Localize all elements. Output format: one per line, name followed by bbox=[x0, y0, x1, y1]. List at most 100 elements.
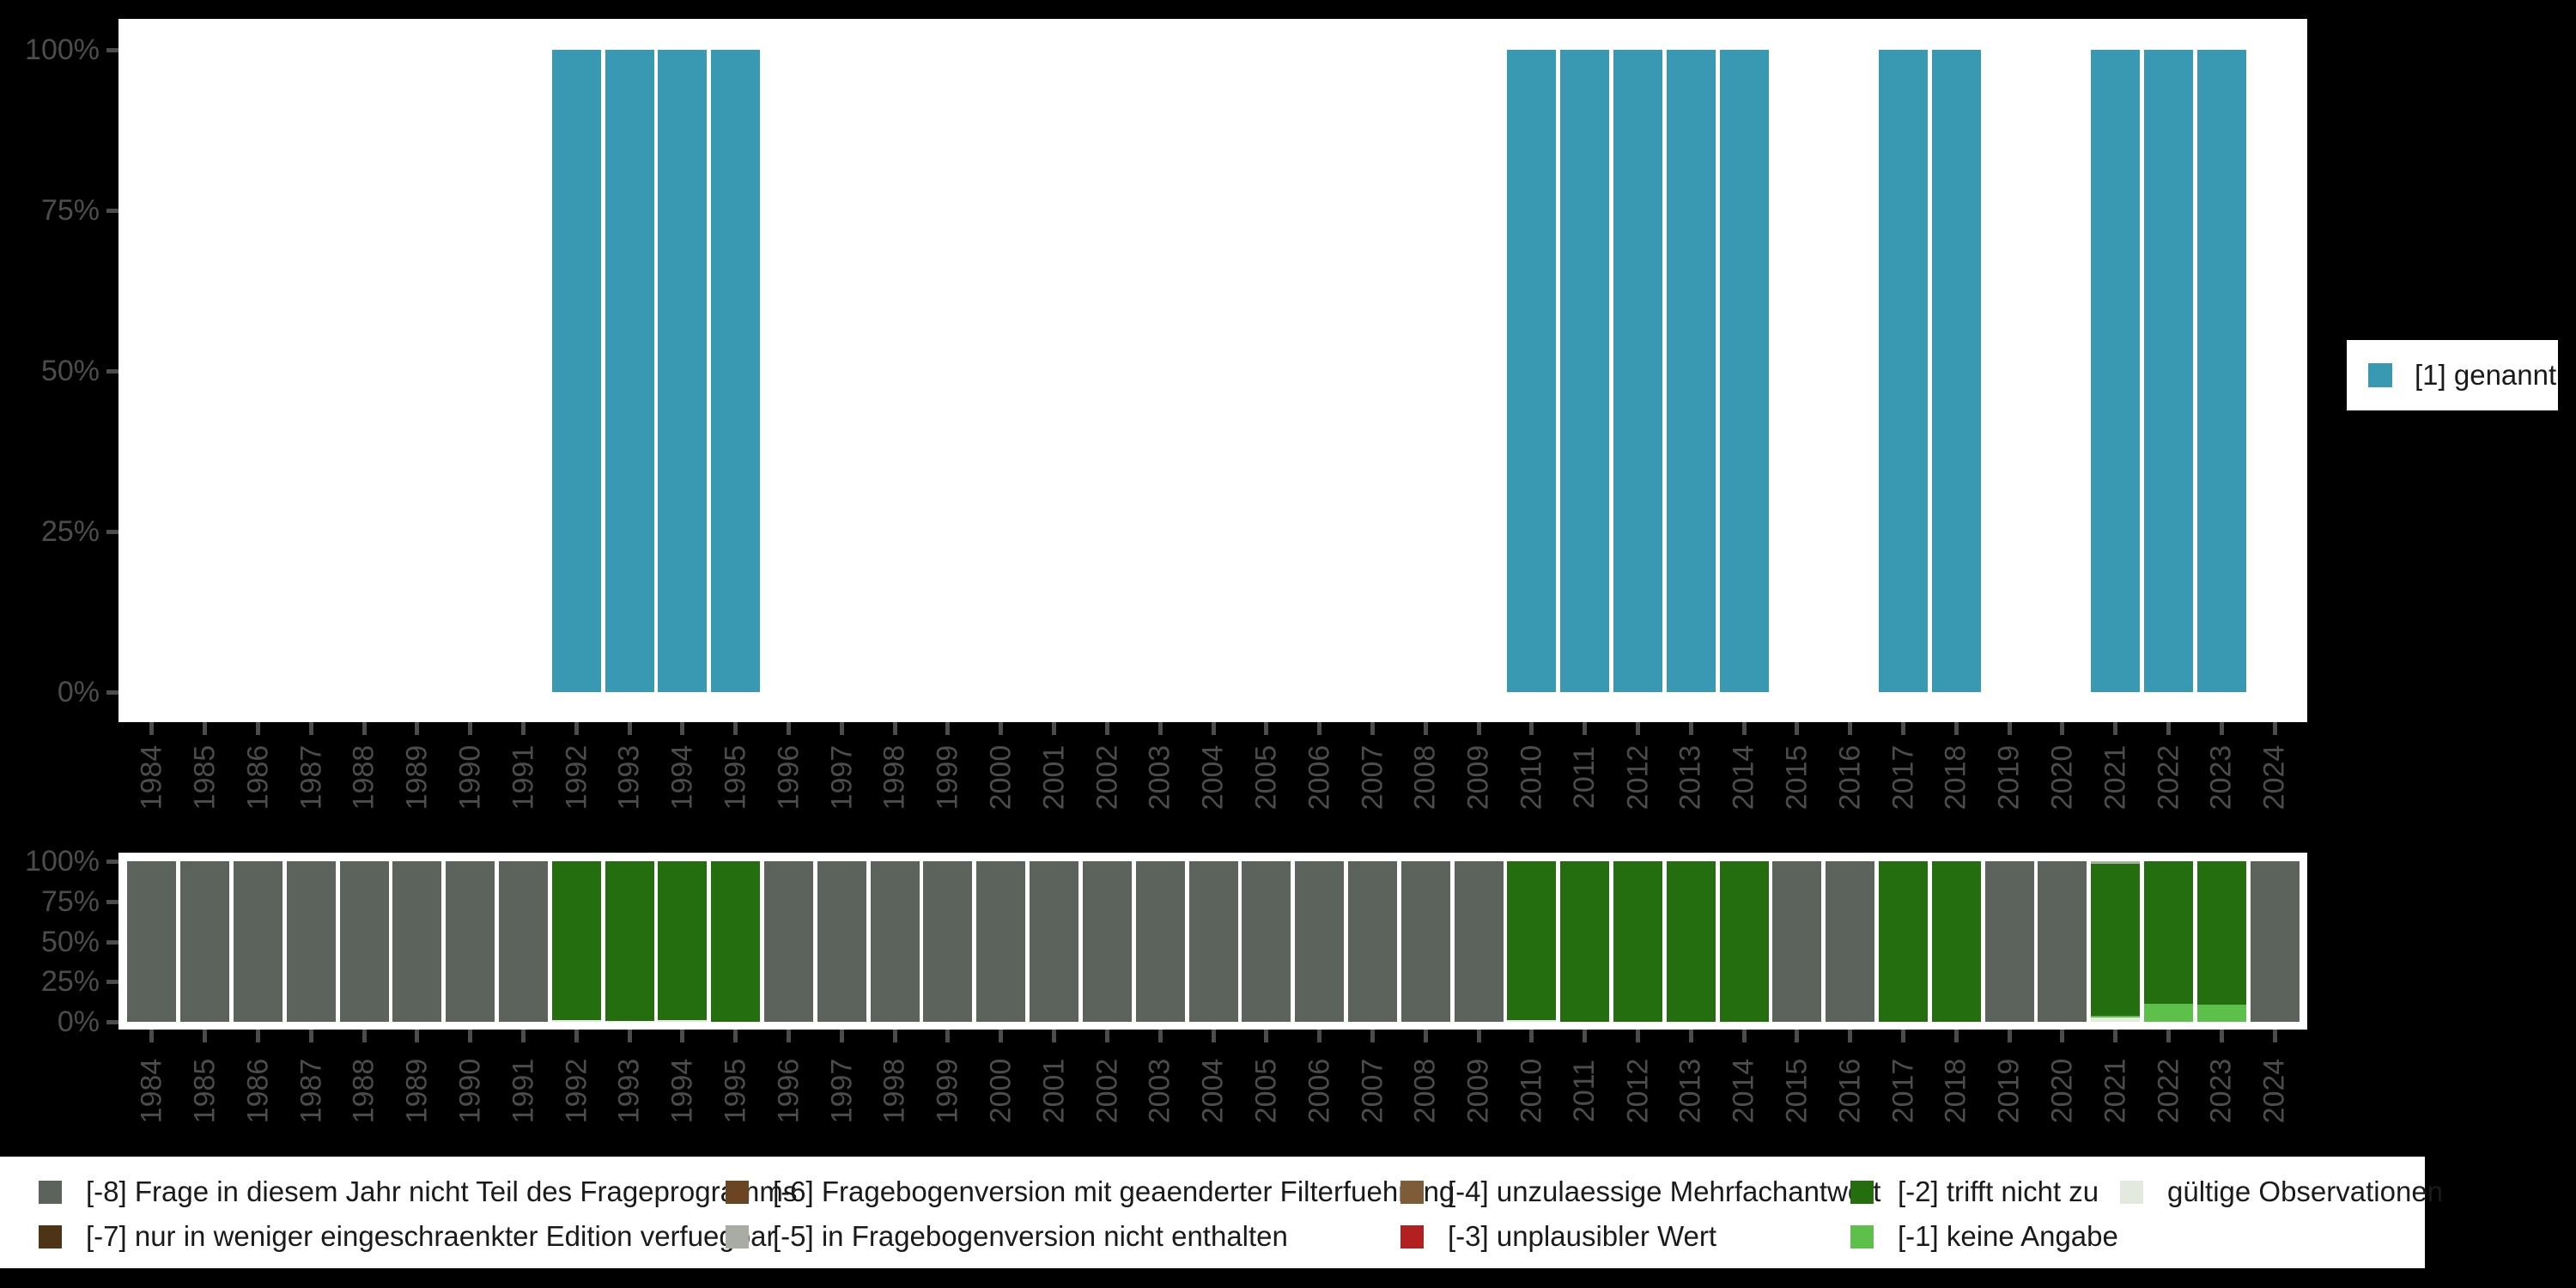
stacked-bar-2010 bbox=[1507, 861, 1557, 1022]
segment-2023--2 bbox=[2196, 861, 2246, 1005]
year-label-text: 1986 bbox=[241, 1058, 275, 1123]
year-label-text: 2012 bbox=[1620, 1058, 1654, 1123]
legend-label: gültige Observationen bbox=[2167, 1176, 2444, 1207]
x-axis-year-label: 2018 bbox=[1929, 1026, 1983, 1155]
x-axis-tick bbox=[1741, 1030, 1747, 1042]
x-axis-year-label: 1991 bbox=[497, 713, 550, 841]
year-label-text: 2011 bbox=[1568, 745, 1601, 809]
y-axis-label: 0% bbox=[57, 1005, 100, 1038]
x-axis-tick bbox=[1688, 1030, 1693, 1042]
year-label-text: 1999 bbox=[931, 1058, 964, 1123]
stacked-bar-1996 bbox=[764, 861, 814, 1022]
legend-swatch bbox=[1400, 1224, 1424, 1249]
bar-2022 bbox=[2143, 50, 2193, 692]
x-axis-tick bbox=[1953, 1030, 1959, 1042]
x-axis-tick bbox=[839, 722, 844, 735]
x-axis-tick bbox=[361, 1030, 367, 1042]
x-axis-year-label: 1994 bbox=[656, 713, 709, 841]
segment-1992-gültige Observationen bbox=[551, 1020, 601, 1022]
year-label-text: 1992 bbox=[559, 1058, 592, 1123]
x-axis-year-label: 2006 bbox=[1293, 713, 1346, 841]
x-axis-year-label: 2023 bbox=[2195, 1026, 2248, 1155]
stacked-bar-1999 bbox=[923, 861, 973, 1022]
stacked-bar-1986 bbox=[234, 861, 283, 1022]
year-label-text: 1984 bbox=[135, 1058, 168, 1123]
bar-2017 bbox=[1878, 50, 1928, 692]
year-label-text: 2004 bbox=[1196, 744, 1230, 810]
segment-1984--8 bbox=[127, 861, 177, 1022]
legend-item--4: [-4] unzulaessige Mehrfachantwort bbox=[1400, 1175, 1880, 1209]
stacked-bar-2006 bbox=[1295, 861, 1345, 1022]
stacked-bar-2000 bbox=[976, 861, 1026, 1022]
year-label-text: 2009 bbox=[1461, 744, 1495, 810]
y-axis-tick bbox=[106, 1020, 118, 1024]
x-axis-tick bbox=[1264, 722, 1269, 735]
legend-swatch bbox=[39, 1224, 62, 1249]
legend-label: [-7] nur in weniger eingeschraenkter Edi… bbox=[86, 1220, 776, 1252]
y-axis-label: 75% bbox=[40, 194, 100, 227]
y-axis-tick bbox=[106, 860, 118, 864]
x-axis-year-label: 2000 bbox=[975, 713, 1028, 841]
x-axis-tick bbox=[468, 722, 473, 735]
x-axis-tick bbox=[1423, 722, 1428, 735]
y-axis-label: 100% bbox=[25, 845, 100, 878]
bar-2012 bbox=[1613, 50, 1662, 692]
year-label-text: 1985 bbox=[188, 744, 222, 810]
year-label-text: 1988 bbox=[347, 744, 380, 810]
x-axis-year-label: 2015 bbox=[1771, 713, 1824, 841]
x-axis-year-label: 1997 bbox=[815, 713, 868, 841]
legend-item--2: [-2] trifft nicht zu bbox=[1850, 1175, 2099, 1209]
x-axis-tick bbox=[574, 722, 579, 735]
x-axis-year-label: 1988 bbox=[337, 1026, 391, 1155]
x-axis-tick bbox=[2166, 722, 2171, 735]
segment-1991--8 bbox=[499, 861, 549, 1022]
year-label-text: 2024 bbox=[2257, 744, 2291, 810]
y-axis-label: 25% bbox=[40, 965, 100, 999]
x-axis-year-label: 1998 bbox=[868, 1026, 921, 1155]
year-label-text: 2014 bbox=[1727, 1058, 1760, 1123]
x-axis-tick bbox=[945, 722, 951, 735]
x-axis-tick bbox=[1370, 722, 1375, 735]
segment-1985--8 bbox=[180, 861, 230, 1022]
year-label-text: 2002 bbox=[1090, 744, 1123, 810]
legend-label: [-5] in Fragebogenversion nicht enthalte… bbox=[773, 1220, 1288, 1252]
year-label-text: 2018 bbox=[1939, 1058, 1972, 1123]
stacked-bar-1995 bbox=[711, 861, 761, 1022]
year-label-text: 2004 bbox=[1196, 1058, 1230, 1123]
stacked-bar-2009 bbox=[1454, 861, 1504, 1022]
segment-2024--8 bbox=[2250, 861, 2300, 1022]
bar-2021 bbox=[2091, 50, 2141, 692]
x-axis-tick bbox=[2219, 1030, 2224, 1042]
year-label-text: 1990 bbox=[453, 744, 487, 810]
y-axis-label: 0% bbox=[57, 676, 100, 708]
x-axis-year-label: 2018 bbox=[1929, 713, 1983, 841]
x-axis-tick bbox=[733, 1030, 738, 1042]
legend-item--5: [-5] in Fragebogenversion nicht enthalte… bbox=[726, 1219, 1288, 1254]
x-axis-year-label: 1999 bbox=[921, 713, 975, 841]
x-axis-tick bbox=[1104, 1030, 1109, 1042]
legend-item--7: [-7] nur in weniger eingeschraenkter Edi… bbox=[39, 1219, 775, 1254]
segment-2004--8 bbox=[1188, 861, 1238, 1022]
stacked-bar-1989 bbox=[392, 861, 442, 1022]
bar-2011 bbox=[1560, 50, 1610, 692]
x-axis-tick bbox=[203, 1030, 208, 1042]
x-axis-year-label: 2024 bbox=[2248, 713, 2301, 841]
segment-2015--8 bbox=[1772, 861, 1822, 1022]
x-axis-year-label: 2001 bbox=[1028, 713, 1081, 841]
segment-2022--1 bbox=[2143, 1003, 2193, 1022]
year-label-text: 2015 bbox=[1780, 1058, 1814, 1123]
x-axis-tick bbox=[574, 1030, 579, 1042]
year-label-text: 1992 bbox=[559, 744, 592, 810]
year-label-text: 2011 bbox=[1568, 1059, 1601, 1122]
y-axis-tick bbox=[106, 48, 118, 52]
year-label-text: 2019 bbox=[1992, 1058, 2026, 1123]
x-axis-tick bbox=[892, 1030, 897, 1042]
y-axis-tick bbox=[106, 980, 118, 985]
segment-2001--8 bbox=[1030, 861, 1079, 1022]
stacked-bar-1994 bbox=[658, 861, 708, 1022]
stacked-bar-2011 bbox=[1560, 861, 1610, 1022]
x-axis-tick bbox=[1052, 1030, 1057, 1042]
x-axis-year-label: 2024 bbox=[2248, 1026, 2301, 1155]
segment-1989--8 bbox=[392, 861, 442, 1022]
